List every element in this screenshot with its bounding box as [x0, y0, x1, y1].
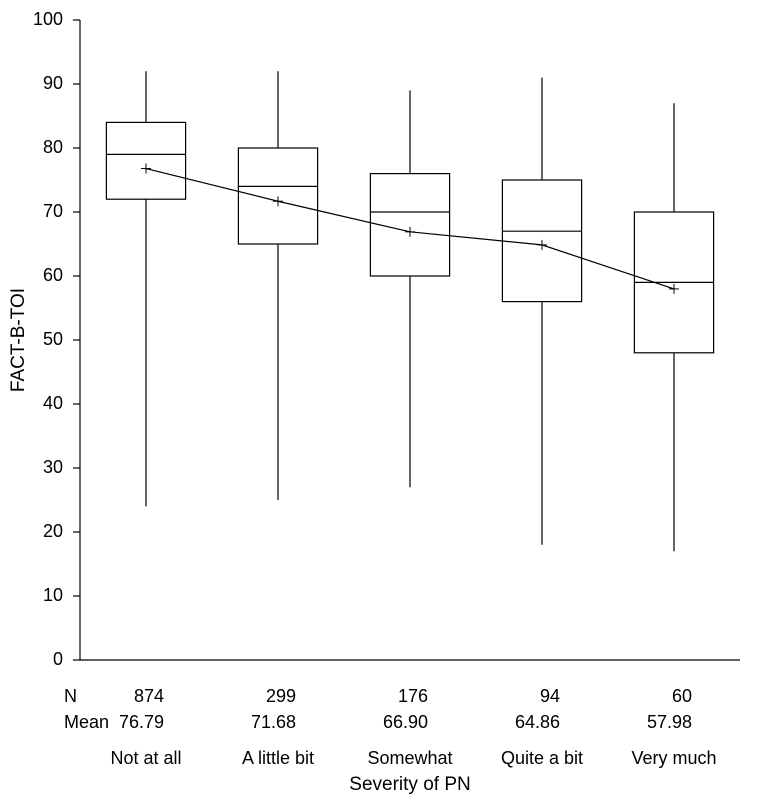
svg-text:100: 100 — [33, 9, 63, 29]
row-mean-value: 71.68 — [251, 712, 296, 732]
row-n-value: 94 — [540, 686, 560, 706]
svg-text:10: 10 — [43, 585, 63, 605]
x-category-label: Quite a bit — [501, 748, 583, 768]
row-n-value: 874 — [134, 686, 164, 706]
row-n-value: 299 — [266, 686, 296, 706]
svg-text:80: 80 — [43, 137, 63, 157]
y-axis-title: FACT-B-TOI — [8, 288, 29, 392]
boxplot-chart: 0 10 20 30 40 50 60 70 80 90 100 FACT-B-TOI N 874 299 1… — [0, 0, 766, 803]
x-category-label: A little bit — [242, 748, 314, 768]
svg-text:70: 70 — [43, 201, 63, 221]
x-category-label: Somewhat — [367, 748, 452, 768]
svg-text:90: 90 — [43, 73, 63, 93]
row-mean-value: 64.86 — [515, 712, 560, 732]
x-axis-title: Severity of PN — [349, 774, 470, 795]
box — [106, 122, 185, 199]
row-n-value: 176 — [398, 686, 428, 706]
box — [238, 148, 317, 244]
svg-text:60: 60 — [43, 265, 63, 285]
svg-text:0: 0 — [53, 649, 63, 669]
svg-text:40: 40 — [43, 393, 63, 413]
row-mean-value: 66.90 — [383, 712, 428, 732]
row-mean-value: 57.98 — [647, 712, 692, 732]
row-label-n: N — [64, 686, 77, 706]
svg-text:50: 50 — [43, 329, 63, 349]
row-n-value: 60 — [672, 686, 692, 706]
row-label-mean: Mean — [64, 712, 109, 732]
row-mean-value: 76.79 — [119, 712, 164, 732]
x-category-label: Very much — [631, 748, 716, 768]
svg-text:30: 30 — [43, 457, 63, 477]
svg-text:20: 20 — [43, 521, 63, 541]
x-category-label: Not at all — [110, 748, 181, 768]
